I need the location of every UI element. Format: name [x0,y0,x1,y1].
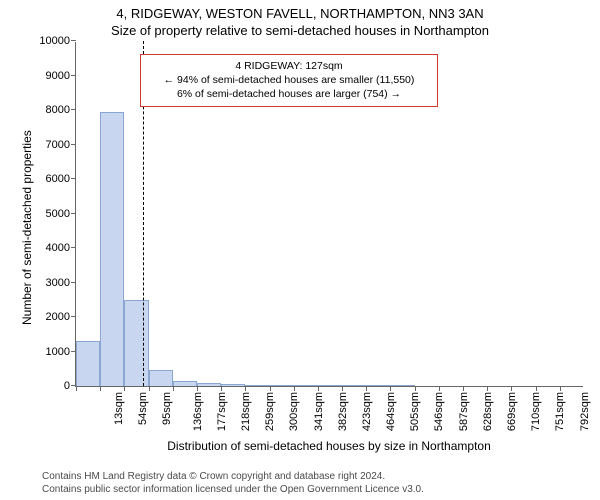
histogram-bar [221,384,245,386]
x-tick-label: 54sqm [137,392,149,425]
x-tick-label: 464sqm [385,392,397,431]
x-tick-label: 382sqm [337,392,349,431]
x-tick-mark [511,386,512,391]
x-tick-mark [197,386,198,391]
histogram-bar [149,370,173,386]
y-tick-label: 2000 [46,311,76,323]
annotation-line1: 4 RIDGEWAY: 127sqm [147,59,431,73]
x-tick-label: 423sqm [361,392,373,431]
y-tick-label: 1000 [46,346,76,358]
histogram-bar [294,385,318,386]
x-tick-label: 710sqm [530,392,542,431]
x-tick-mark [124,386,125,391]
x-tick-mark [294,386,295,391]
x-tick-label: 587sqm [458,392,470,431]
histogram-bar [318,385,342,386]
x-tick-mark [76,386,77,391]
annotation-line3: 6% of semi-detached houses are larger (7… [147,87,431,101]
x-tick-label: 136sqm [192,392,204,431]
histogram-bar [76,341,100,386]
x-tick-label: 95sqm [161,392,173,425]
y-tick-label: 0 [64,380,76,392]
y-tick-label: 6000 [46,173,76,185]
copyright-line2: Contains public sector information licen… [42,483,424,496]
x-tick-mark [366,386,367,391]
x-tick-label: 669sqm [506,392,518,431]
y-tick-label: 10000 [39,35,76,47]
x-tick-mark [245,386,246,391]
y-tick-label: 9000 [46,70,76,82]
chart-subtitle: Size of property relative to semi-detach… [0,21,600,38]
x-tick-mark [342,386,343,391]
histogram-bar [100,112,124,386]
subject-annotation-box: 4 RIDGEWAY: 127sqm ← 94% of semi-detache… [140,54,438,107]
y-tick-label: 5000 [46,208,76,220]
copyright-notice: Contains HM Land Registry data © Crown c… [42,470,424,496]
x-tick-mark [415,386,416,391]
x-tick-label: 546sqm [434,392,446,431]
x-tick-label: 505sqm [409,392,421,431]
x-tick-label: 259sqm [264,392,276,431]
histogram-bar [390,385,414,386]
histogram-bar [366,385,390,386]
x-tick-mark [439,386,440,391]
histogram-bar [173,381,197,386]
x-tick-mark [173,386,174,391]
x-tick-label: 177sqm [216,392,228,431]
x-tick-label: 792sqm [579,392,591,431]
histogram-bar [245,385,269,386]
copyright-line1: Contains HM Land Registry data © Crown c… [42,470,424,483]
x-tick-mark [390,386,391,391]
histogram-bar [342,385,366,386]
x-tick-mark [536,386,537,391]
x-tick-mark [221,386,222,391]
annotation-line2: ← 94% of semi-detached houses are smalle… [147,73,431,87]
y-tick-label: 8000 [46,104,76,116]
x-tick-mark [487,386,488,391]
property-size-histogram: 4, RIDGEWAY, WESTON FAVELL, NORTHAMPTON,… [0,0,600,500]
histogram-bar [124,300,148,386]
x-tick-label: 13sqm [113,392,125,425]
histogram-bar [197,383,221,386]
x-tick-label: 751sqm [555,392,567,431]
x-tick-mark [100,386,101,391]
histogram-bar [270,385,294,386]
x-tick-label: 341sqm [313,392,325,431]
x-tick-mark [149,386,150,391]
x-tick-mark [318,386,319,391]
y-tick-label: 3000 [46,277,76,289]
x-tick-label: 218sqm [240,392,252,431]
x-tick-label: 300sqm [288,392,300,431]
y-tick-label: 7000 [46,139,76,151]
chart-title-address: 4, RIDGEWAY, WESTON FAVELL, NORTHAMPTON,… [0,0,600,21]
y-tick-label: 4000 [46,242,76,254]
x-axis-label: Distribution of semi-detached houses by … [75,439,583,453]
x-tick-mark [560,386,561,391]
x-tick-mark [270,386,271,391]
y-axis-label: Number of semi-detached properties [20,130,34,325]
x-tick-label: 628sqm [482,392,494,431]
x-tick-mark [463,386,464,391]
